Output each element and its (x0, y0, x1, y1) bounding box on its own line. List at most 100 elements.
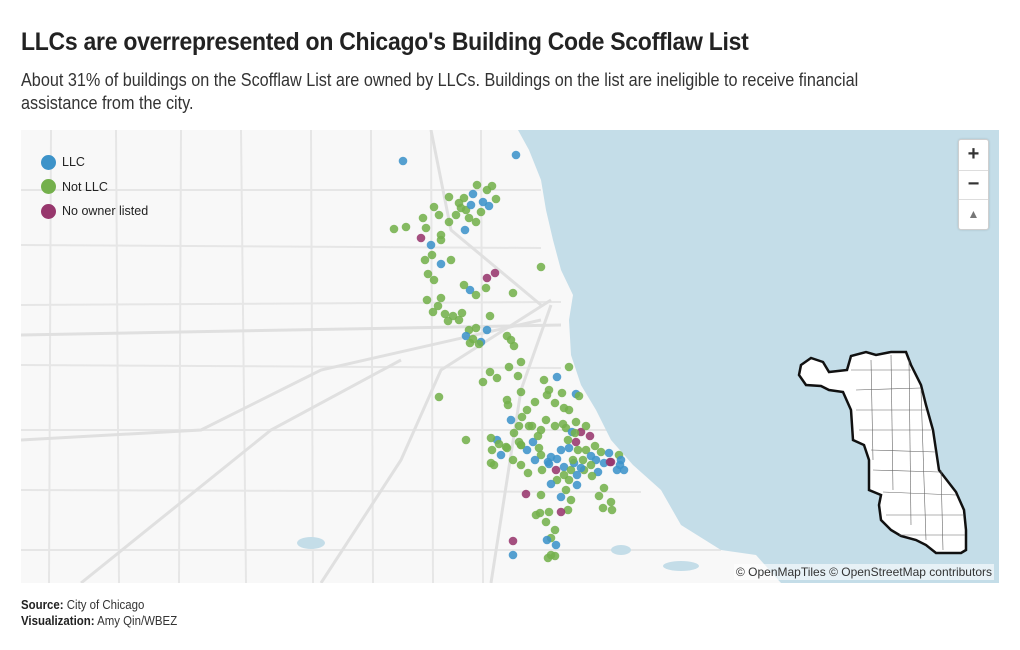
building-dot[interactable] (586, 451, 596, 461)
building-dot[interactable] (571, 417, 581, 427)
building-dot[interactable] (433, 301, 443, 311)
building-dot[interactable] (506, 415, 516, 425)
building-dot[interactable] (506, 335, 516, 345)
building-dot[interactable] (571, 437, 581, 447)
building-dot[interactable] (563, 505, 573, 515)
building-dot[interactable] (508, 455, 518, 465)
building-dot[interactable] (544, 459, 554, 469)
building-dot[interactable] (501, 442, 511, 452)
building-dot[interactable] (533, 431, 543, 441)
building-dot[interactable] (465, 338, 475, 348)
building-dot[interactable] (605, 457, 615, 467)
zoom-out-button[interactable]: − (959, 169, 988, 200)
building-dot[interactable] (556, 492, 566, 502)
building-dot[interactable] (539, 375, 549, 385)
building-dot[interactable] (536, 490, 546, 500)
building-dot[interactable] (429, 202, 439, 212)
building-dot[interactable] (546, 479, 556, 489)
building-dot[interactable] (564, 362, 574, 372)
building-dot[interactable] (559, 462, 569, 472)
building-dot[interactable] (451, 210, 461, 220)
building-dot[interactable] (537, 465, 547, 475)
building-dot[interactable] (485, 367, 495, 377)
building-dot[interactable] (576, 463, 586, 473)
building-dot[interactable] (398, 156, 408, 166)
building-dot[interactable] (523, 468, 533, 478)
building-dot[interactable] (607, 505, 617, 515)
building-dot[interactable] (541, 415, 551, 425)
building-dot[interactable] (587, 471, 597, 481)
building-dot[interactable] (465, 285, 475, 295)
building-dot[interactable] (508, 550, 518, 560)
building-dot[interactable] (460, 225, 470, 235)
building-dot[interactable] (434, 210, 444, 220)
building-dot[interactable] (459, 280, 469, 290)
building-dot[interactable] (427, 250, 437, 260)
building-dot[interactable] (508, 288, 518, 298)
building-dot[interactable] (474, 339, 484, 349)
building-dot[interactable] (478, 377, 488, 387)
building-dot[interactable] (416, 233, 426, 243)
building-dot[interactable] (556, 445, 566, 455)
building-dot[interactable] (550, 525, 560, 535)
building-dot[interactable] (594, 491, 604, 501)
building-dot[interactable] (429, 275, 439, 285)
building-dot[interactable] (551, 540, 561, 550)
building-dot[interactable] (421, 223, 431, 233)
building-dot[interactable] (471, 290, 481, 300)
building-dot[interactable] (504, 362, 514, 372)
building-dot[interactable] (596, 447, 606, 457)
building-dot[interactable] (534, 443, 544, 453)
building-dot[interactable] (606, 497, 616, 507)
building-dot[interactable] (599, 483, 609, 493)
building-dot[interactable] (564, 443, 574, 453)
building-dot[interactable] (444, 192, 454, 202)
building-dot[interactable] (446, 255, 456, 265)
building-dot[interactable] (522, 405, 532, 415)
building-dot[interactable] (486, 458, 496, 468)
building-dot[interactable] (619, 465, 629, 475)
building-dot[interactable] (516, 387, 526, 397)
building-dot[interactable] (428, 307, 438, 317)
building-dot[interactable] (556, 507, 566, 517)
building-dot[interactable] (552, 454, 562, 464)
building-dot[interactable] (550, 398, 560, 408)
building-dot[interactable] (436, 259, 446, 269)
building-dot[interactable] (487, 445, 497, 455)
building-dot[interactable] (572, 470, 582, 480)
building-dot[interactable] (496, 450, 506, 460)
building-dot[interactable] (574, 391, 584, 401)
building-dot[interactable] (418, 213, 428, 223)
building-dot[interactable] (536, 262, 546, 272)
reset-north-button[interactable]: ▲ (959, 199, 988, 229)
building-dot[interactable] (581, 445, 591, 455)
building-dot[interactable] (616, 455, 626, 465)
building-dot[interactable] (472, 180, 482, 190)
building-dot[interactable] (541, 517, 551, 527)
building-dot[interactable] (550, 551, 560, 561)
building-dot[interactable] (482, 325, 492, 335)
building-dot[interactable] (476, 207, 486, 217)
building-dot[interactable] (513, 371, 523, 381)
building-dot[interactable] (517, 412, 527, 422)
building-dot[interactable] (491, 194, 501, 204)
building-dot[interactable] (570, 428, 580, 438)
building-dot[interactable] (464, 213, 474, 223)
building-dot[interactable] (559, 403, 569, 413)
building-dot[interactable] (530, 455, 540, 465)
building-dot[interactable] (401, 222, 411, 232)
building-dot[interactable] (485, 311, 495, 321)
building-dot[interactable] (420, 255, 430, 265)
building-dot[interactable] (436, 230, 446, 240)
building-dot[interactable] (578, 455, 588, 465)
building-dot[interactable] (586, 460, 596, 470)
building-dot[interactable] (543, 553, 553, 563)
building-dot[interactable] (481, 283, 491, 293)
building-dot[interactable] (581, 421, 591, 431)
building-dot[interactable] (508, 536, 518, 546)
building-dot[interactable] (559, 470, 569, 480)
building-dot[interactable] (557, 388, 567, 398)
building-dot[interactable] (563, 435, 573, 445)
building-dot[interactable] (514, 421, 524, 431)
building-dot[interactable] (482, 185, 492, 195)
